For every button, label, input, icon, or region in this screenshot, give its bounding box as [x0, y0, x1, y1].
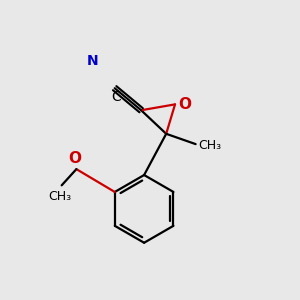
Text: N: N — [87, 54, 98, 68]
Text: CH₃: CH₃ — [198, 139, 221, 152]
Text: C: C — [111, 90, 121, 104]
Text: O: O — [68, 151, 81, 166]
Text: O: O — [178, 97, 191, 112]
Text: CH₃: CH₃ — [49, 190, 72, 203]
